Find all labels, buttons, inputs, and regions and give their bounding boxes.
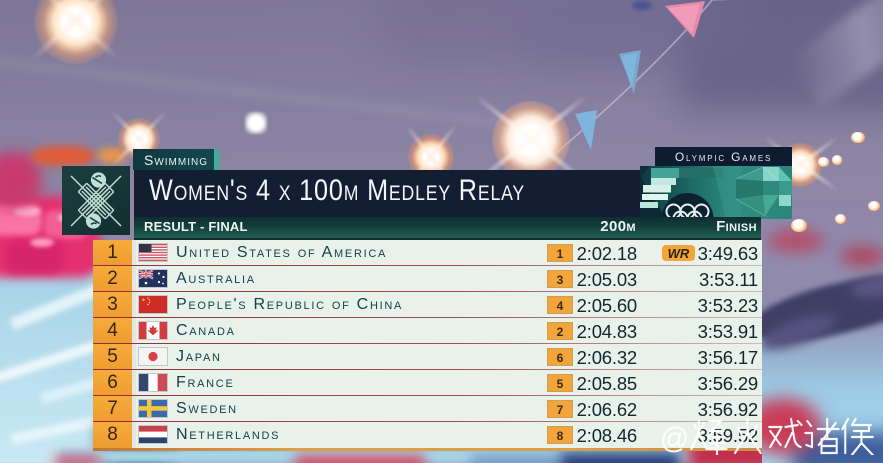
svg-text:@: @ [660, 422, 689, 455]
